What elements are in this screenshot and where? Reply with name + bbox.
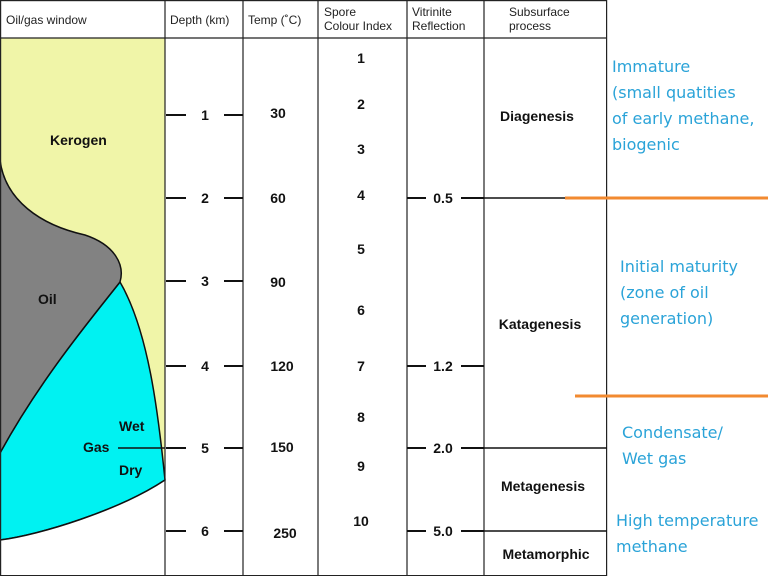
temp-value: 150 [270, 439, 294, 455]
process-metagenesis: Metagenesis [501, 478, 585, 494]
annotation-lines [565, 196, 768, 398]
spore-index-value: 9 [357, 458, 365, 474]
annotation-high-temp-methane: methane [616, 537, 688, 556]
annotation-immature: biogenic [612, 135, 680, 154]
spore-index-value: 3 [357, 141, 365, 157]
process-diagenesis: Diagenesis [500, 108, 574, 124]
oil-label: Oil [38, 291, 57, 307]
window-labels: Kerogen Oil Gas Wet Dry [38, 132, 145, 478]
kerogen-label: Kerogen [50, 132, 107, 148]
depth-value: 4 [201, 358, 209, 374]
table-frame [0, 0, 608, 576]
temperature-values: 30 60 90 120 150 250 [270, 105, 297, 541]
annotation-initial-maturity: (zone of oil [620, 283, 709, 302]
header-vitrinite-line-1: Vitrinite [412, 5, 452, 19]
depth-value: 1 [201, 107, 209, 123]
spore-index-value: 1 [357, 50, 365, 66]
header-subsurface-line-2: process [509, 19, 551, 33]
process-metamorphic: Metamorphic [502, 546, 589, 562]
oil-gas-window-graphic [0, 38, 166, 576]
annotation-immature: (small quatities [612, 83, 736, 102]
temp-value: 90 [270, 274, 286, 290]
vitrinite-value: 2.0 [433, 440, 453, 456]
process-katagenesis: Katagenesis [499, 316, 582, 332]
vitrinite-ticks [407, 197, 484, 532]
annotation-high-temp-methane: High temperature [616, 511, 758, 530]
spore-index-value: 5 [357, 241, 365, 257]
vitrinite-value: 0.5 [433, 190, 453, 206]
vitrinite-value: 5.0 [433, 523, 453, 539]
oil-zone [0, 159, 122, 454]
process-labels: Diagenesis Katagenesis Metagenesis Metam… [499, 108, 590, 562]
header-spore-line-2: Colour Index [324, 19, 392, 33]
spore-index-value: 10 [353, 513, 369, 529]
wet-gas-label: Wet [119, 418, 145, 434]
annotations: Immature (small quatities of early metha… [612, 57, 758, 556]
vitrinite-values: 0.5 1.2 2.0 5.0 [433, 190, 453, 539]
depth-value: 2 [201, 190, 209, 206]
column-headers: Oil/gas window Depth (km) Temp (˚C) Spor… [6, 5, 570, 33]
gas-label: Gas [83, 439, 110, 455]
temp-value: 60 [270, 190, 286, 206]
annotation-immature: of early methane, [612, 109, 754, 128]
annotation-condensate: Condensate/ [622, 423, 724, 442]
immature-white-zone [0, 480, 165, 576]
header-temp: Temp (˚C) [248, 13, 301, 27]
dry-gas-label: Dry [119, 462, 143, 478]
annotation-initial-maturity: Initial maturity [620, 257, 738, 276]
depth-column [166, 114, 243, 532]
depth-values: 1 2 3 4 5 6 [201, 107, 209, 539]
header-oil-gas-window: Oil/gas window [6, 13, 87, 27]
temp-value: 120 [270, 358, 294, 374]
depth-value: 3 [201, 273, 209, 289]
depth-value: 6 [201, 523, 209, 539]
header-vitrinite-line-2: Reflection [412, 19, 465, 33]
spore-index-value: 2 [357, 96, 365, 112]
spore-index-value: 8 [357, 409, 365, 425]
temp-value: 250 [273, 525, 297, 541]
annotation-initial-maturity: generation) [620, 309, 713, 328]
spore-index-value: 7 [357, 358, 365, 374]
spore-colour-values: 1 2 3 4 5 6 7 8 9 10 [353, 50, 369, 529]
header-subsurface-line-1: Subsurface [509, 5, 570, 19]
header-depth: Depth (km) [170, 13, 229, 27]
annotation-immature: Immature [612, 57, 690, 76]
annotation-condensate: Wet gas [622, 449, 686, 468]
depth-value: 5 [201, 440, 209, 456]
temp-value: 30 [270, 105, 286, 121]
vitrinite-value: 1.2 [433, 358, 453, 374]
process-boundaries [484, 197, 607, 532]
spore-index-value: 4 [357, 187, 365, 203]
dry-gas-boundary [0, 479, 166, 541]
header-spore-line-1: Spore [324, 5, 356, 19]
spore-index-value: 6 [357, 302, 365, 318]
